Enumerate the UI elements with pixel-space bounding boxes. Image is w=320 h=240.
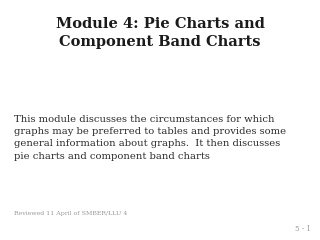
Text: This module discusses the circumstances for which
graphs may be preferred to tab: This module discusses the circumstances … (14, 115, 286, 161)
Text: 5 - 1: 5 - 1 (294, 225, 310, 233)
Text: Module 4: Pie Charts and
Component Band Charts: Module 4: Pie Charts and Component Band … (56, 17, 264, 49)
Text: Reviewed 11 April of SMBER/LLU 4: Reviewed 11 April of SMBER/LLU 4 (14, 211, 128, 216)
